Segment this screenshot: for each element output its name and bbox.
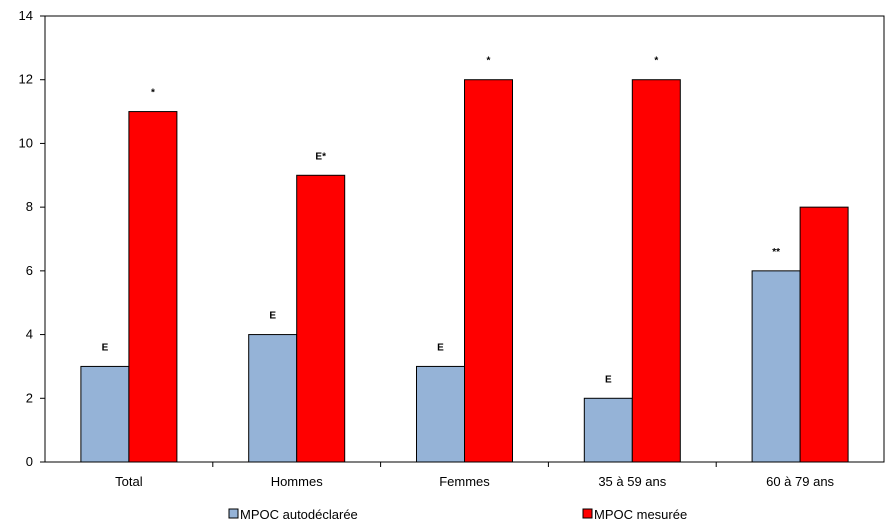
bar-autodeclaree: [751, 270, 801, 463]
y-tick-label: 8: [26, 199, 33, 214]
legend-swatch: [228, 508, 239, 519]
bar-autodeclaree: [583, 397, 633, 463]
bar-autodeclaree: [416, 365, 465, 463]
data-label: *: [487, 56, 491, 67]
x-category-label: 60 à 79 ans: [766, 474, 834, 489]
y-tick-label: 4: [26, 327, 33, 342]
bar-mesuree: [128, 111, 178, 463]
x-category-label: Femmes: [439, 474, 490, 489]
x-category-label: Total: [115, 474, 143, 489]
y-tick-label: 2: [26, 390, 33, 405]
legend-label: MPOC autodéclarée: [240, 507, 358, 522]
y-tick-label: 0: [26, 454, 33, 469]
data-label: E: [269, 311, 276, 322]
y-tick-label: 10: [19, 135, 33, 150]
x-category-label: 35 à 59 ans: [598, 474, 666, 489]
bar-mesuree: [631, 79, 681, 463]
data-label: *: [654, 56, 658, 67]
bar-autodeclaree: [80, 365, 130, 463]
y-tick-label: 6: [26, 263, 33, 278]
y-tick-label: 12: [19, 72, 33, 87]
data-label: *: [151, 88, 155, 99]
data-label: E: [605, 374, 612, 385]
data-label: E*: [315, 151, 326, 162]
legend-label: MPOC mesurée: [594, 507, 687, 522]
x-category-label: Hommes: [271, 474, 324, 489]
data-label: E: [102, 342, 109, 353]
y-tick-label: 14: [19, 8, 33, 23]
data-label: **: [772, 247, 780, 258]
legend-swatch: [582, 508, 593, 519]
data-label: E: [437, 342, 444, 353]
bar-mesuree: [799, 206, 849, 463]
bar-autodeclaree: [248, 334, 298, 463]
bar-mesuree: [296, 174, 346, 463]
bar-mesuree: [464, 79, 513, 463]
